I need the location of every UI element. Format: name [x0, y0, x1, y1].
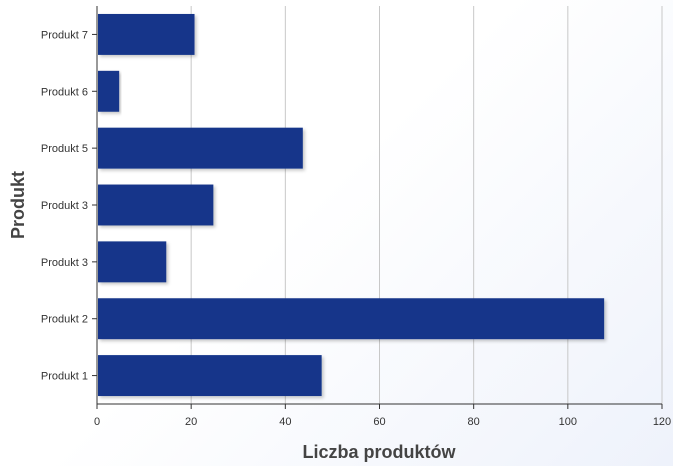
x-tick-label: 20 [185, 416, 197, 428]
y-tick-label: Produkt 3 [41, 200, 88, 212]
y-tick-label: Produkt 1 [41, 371, 88, 383]
y-tick-label: Produkt 2 [41, 314, 88, 326]
bar [98, 13, 195, 55]
bar [98, 298, 605, 340]
y-axis-ticks: Produkt 1 Produkt 2 Produkt 3 Produkt 3 Prod… [41, 29, 97, 383]
grid [190, 6, 663, 404]
bar [98, 241, 167, 283]
bars [98, 13, 605, 397]
x-tick-label: 0 [94, 416, 100, 428]
x-tick-label: 40 [279, 416, 291, 428]
y-tick-label: Produkt 3 [41, 257, 88, 269]
y-tick-label: Produkt 7 [41, 29, 88, 41]
x-tick-label: 60 [373, 416, 385, 428]
y-tick-label: Produkt 5 [41, 143, 88, 155]
x-tick-label: 80 [468, 416, 480, 428]
x-axis-ticks: 0 20 40 60 80 100 120 [94, 404, 671, 428]
bar [98, 355, 322, 397]
x-axis-title: Liczba produktów [303, 442, 457, 462]
x-tick-label: 120 [653, 416, 671, 428]
bar [98, 70, 120, 112]
bar [98, 184, 214, 226]
y-tick-label: Produkt 6 [41, 86, 88, 98]
bar [98, 127, 303, 169]
y-axis-title: Produkt [8, 171, 28, 239]
x-tick-label: 100 [559, 416, 577, 428]
